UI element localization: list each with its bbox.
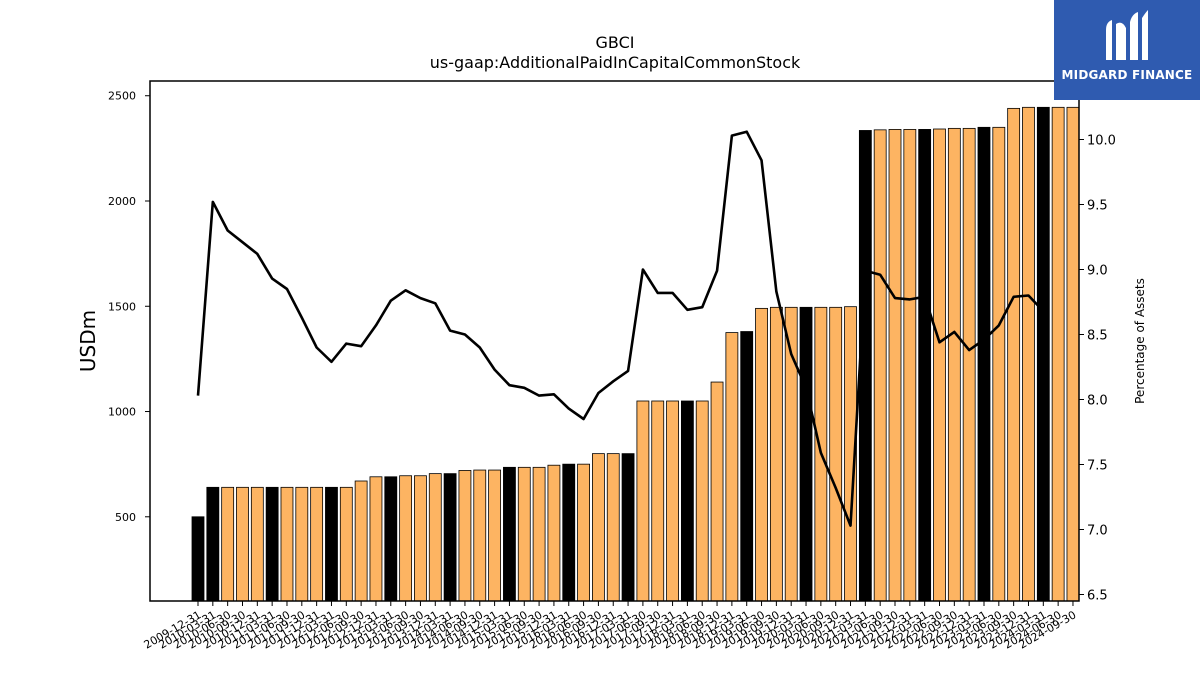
bar: [651, 400, 665, 602]
brand-logo: MIDGARD FINANCE: [1054, 0, 1200, 100]
bar: [191, 516, 205, 602]
bar: [310, 486, 324, 602]
y2-tick-label: 9.0: [1087, 264, 1108, 279]
y2-tick-label: 8.0: [1087, 394, 1108, 409]
bar: [769, 306, 783, 602]
bar: [473, 469, 487, 602]
bar: [755, 307, 768, 602]
bar: [873, 129, 887, 602]
bar: [517, 466, 531, 602]
logo-text: MIDGARD FINANCE: [1061, 68, 1193, 82]
bar: [265, 486, 279, 602]
plot-frame: [149, 80, 1080, 602]
bar: [621, 453, 635, 602]
bar: [339, 486, 353, 602]
bar: [888, 129, 902, 602]
bar: [562, 463, 576, 602]
bar: [325, 486, 338, 602]
y-tick-label: 1500: [108, 300, 136, 313]
bar: [710, 381, 724, 602]
line-group: [196, 130, 1045, 527]
bar: [695, 400, 709, 602]
bar: [399, 475, 413, 602]
bar: [443, 473, 457, 602]
bar: [1036, 106, 1050, 602]
y-tick-label: 1000: [108, 406, 136, 419]
bar: [414, 475, 427, 602]
axes-group: 500 1000 1500 2000 2500 6.5 7.0 7.5 8.0 8.5 9.0 9.5…: [108, 80, 1116, 652]
bar: [962, 127, 976, 602]
bar: [740, 331, 754, 602]
series-line: [196, 130, 1045, 527]
y-tick-label: 500: [115, 511, 136, 524]
y2-tick-label: 9.5: [1087, 199, 1108, 214]
chart-subtitle: us-gaap:AdditionalPaidInCapitalCommonSto…: [430, 53, 801, 72]
bar: [680, 400, 694, 602]
bar: [458, 470, 472, 602]
y-tick-label: 2500: [108, 90, 136, 103]
bar: [280, 486, 294, 602]
bar: [1066, 106, 1080, 602]
y2-tick-label: 7.5: [1087, 459, 1108, 474]
bar: [503, 466, 516, 602]
bar: [636, 400, 650, 602]
logo-mark-icon: [1106, 10, 1148, 60]
bar: [606, 453, 620, 602]
bar: [236, 486, 249, 602]
bar: [206, 486, 220, 602]
bar: [903, 129, 917, 602]
y2-tick-label: 10.0: [1087, 134, 1116, 149]
bar: [354, 480, 368, 602]
chart-title: GBCI: [596, 33, 635, 52]
bar: [532, 466, 546, 602]
bar: [221, 486, 235, 602]
bar: [577, 463, 590, 602]
bar: [725, 332, 739, 602]
y2-axis-label: Percentage of Assets: [1133, 278, 1147, 404]
bar: [384, 476, 398, 602]
bar: [947, 127, 961, 602]
y2-tick-label: 8.5: [1087, 329, 1108, 344]
bar: [488, 469, 502, 602]
bar: [250, 486, 264, 602]
bar: [799, 306, 813, 602]
bar: [666, 400, 679, 602]
bar: [1022, 106, 1035, 602]
y-axis-label: USDm: [76, 310, 100, 372]
y2-tick-label: 7.0: [1087, 524, 1108, 539]
bar: [369, 476, 383, 602]
bar: [977, 126, 991, 602]
bar: [829, 306, 843, 602]
bar: [1051, 106, 1065, 602]
bar: [592, 453, 605, 602]
bar: [1007, 107, 1021, 602]
bar: [428, 473, 442, 602]
bar: [933, 128, 946, 602]
bar: [918, 129, 932, 602]
bar: [295, 486, 309, 602]
bar: [858, 130, 872, 602]
bar: [547, 464, 561, 602]
y2-tick-label: 6.5: [1087, 589, 1108, 604]
y-tick-label: 2000: [108, 195, 136, 208]
bar: [992, 126, 1006, 602]
